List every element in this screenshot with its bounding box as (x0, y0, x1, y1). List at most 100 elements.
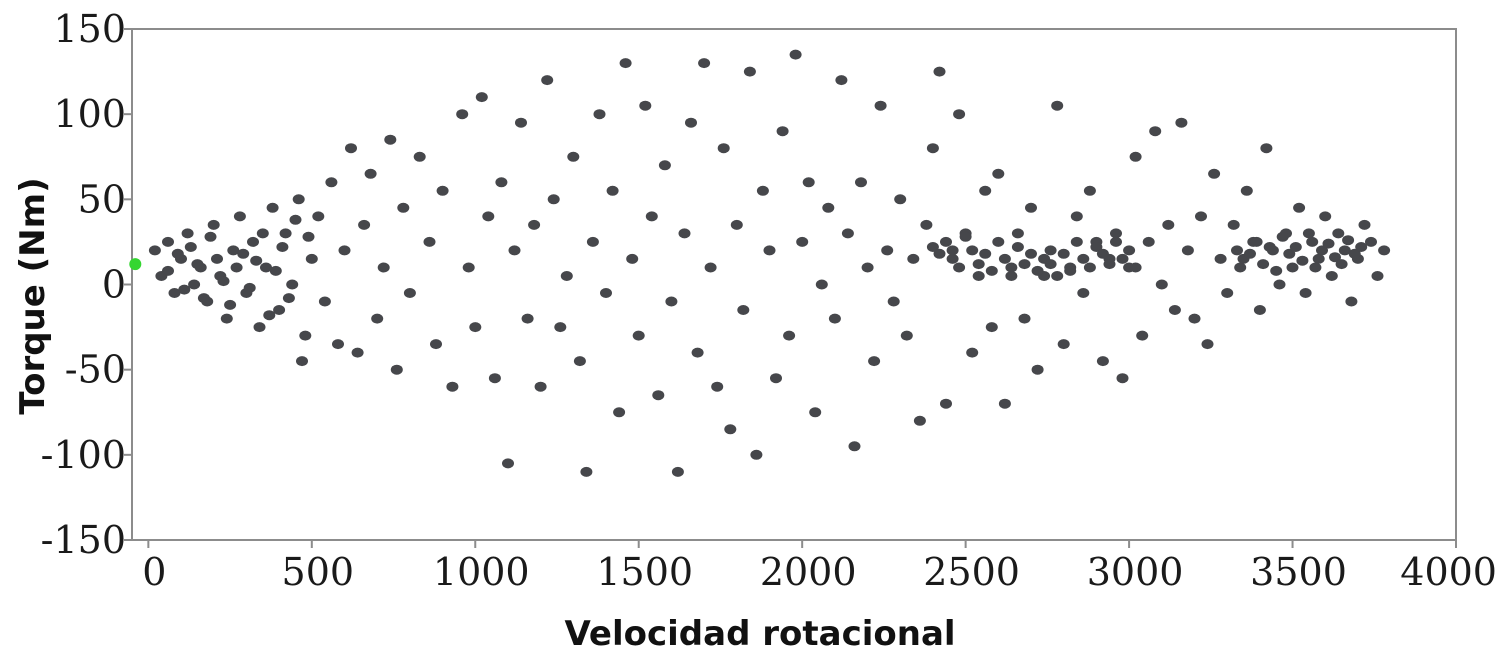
data-point (698, 58, 711, 69)
data-point (881, 245, 894, 256)
data-point (940, 236, 952, 247)
data-point (1276, 231, 1289, 242)
data-point (658, 160, 671, 171)
data-point (384, 134, 397, 145)
data-point (1309, 262, 1322, 273)
data-point (521, 313, 534, 324)
data-point (841, 228, 854, 239)
data-point (217, 276, 230, 287)
data-point (403, 288, 416, 298)
data-point (148, 245, 161, 256)
data-point (332, 339, 344, 350)
data-point (282, 293, 295, 304)
data-point (874, 100, 887, 111)
x-tick-label: 4000 (1400, 550, 1497, 594)
data-point (456, 109, 469, 120)
data-point (1011, 242, 1024, 252)
data-point (868, 356, 881, 367)
data-point (534, 381, 547, 392)
y-axis-ticks: 150 100 50 0 -50 -100 -150 (41, 7, 132, 562)
data-point (1083, 185, 1096, 196)
data-point (665, 296, 678, 307)
data-point (162, 265, 174, 276)
data-point (691, 347, 704, 358)
data-point (256, 228, 269, 239)
data-point (763, 245, 776, 256)
data-point (1332, 228, 1345, 239)
data-point (296, 356, 308, 367)
data-point (230, 262, 243, 273)
y-axis-title: Torque (Nm) (13, 177, 53, 414)
data-point (390, 364, 403, 375)
data-point (926, 143, 939, 154)
data-point (541, 75, 554, 86)
data-point (1325, 271, 1338, 281)
data-point (848, 441, 861, 452)
plot-area (131, 28, 1457, 541)
data-point (247, 236, 259, 247)
data-point (1299, 288, 1312, 298)
data-point (1208, 168, 1221, 179)
data-point (913, 415, 926, 426)
data-point (920, 219, 933, 230)
data-point (1316, 245, 1328, 256)
data-point (1286, 262, 1299, 273)
y-tick-label: 0 (102, 263, 126, 307)
data-point (737, 305, 750, 315)
data-point (1064, 265, 1077, 276)
data-point (178, 284, 191, 295)
data-point (1044, 259, 1057, 270)
data-point (770, 373, 782, 384)
data-point (1289, 242, 1302, 252)
data-point (586, 236, 599, 247)
data-point (992, 168, 1005, 179)
data-point (430, 339, 442, 350)
data-point (1018, 259, 1031, 270)
data-point (1355, 242, 1368, 252)
data-point (253, 322, 266, 333)
data-point (1358, 219, 1371, 230)
data-point (345, 143, 357, 154)
data-point (724, 424, 737, 435)
data-point (998, 253, 1011, 264)
data-point (250, 255, 263, 266)
data-point (184, 242, 197, 252)
data-point (1129, 262, 1142, 273)
data-point (1044, 245, 1057, 256)
x-axis-ticks: 0 500 1000 1500 2000 2500 3000 3500 4000 (142, 540, 1497, 594)
data-point (1103, 259, 1116, 270)
data-point (1175, 117, 1188, 128)
data-point (547, 194, 560, 205)
data-point (1322, 238, 1335, 249)
data-point (1070, 236, 1083, 247)
data-point (1365, 236, 1377, 247)
data-point (227, 245, 240, 256)
data-point (750, 449, 763, 460)
data-point (972, 259, 985, 270)
data-point (619, 58, 632, 69)
data-point (1188, 313, 1201, 324)
data-point (626, 253, 639, 264)
data-point (488, 373, 501, 384)
data-point (1110, 228, 1122, 239)
data-point (1342, 235, 1355, 246)
data-point (1253, 305, 1266, 315)
data-point (1083, 262, 1096, 273)
data-point (946, 253, 959, 264)
data-point (462, 262, 475, 273)
data-point (606, 185, 619, 196)
data-point (1345, 296, 1358, 307)
data-point (266, 202, 279, 213)
data-point (482, 211, 495, 222)
data-point (560, 271, 573, 281)
data-point (966, 347, 979, 358)
data-point (1227, 219, 1240, 230)
data-point (992, 236, 1005, 247)
data-point (413, 151, 426, 162)
data-point (191, 259, 204, 270)
data-point (1378, 245, 1391, 256)
data-point (1231, 245, 1243, 256)
data-point (377, 262, 390, 273)
data-point (985, 265, 998, 276)
data-point (1031, 265, 1044, 276)
